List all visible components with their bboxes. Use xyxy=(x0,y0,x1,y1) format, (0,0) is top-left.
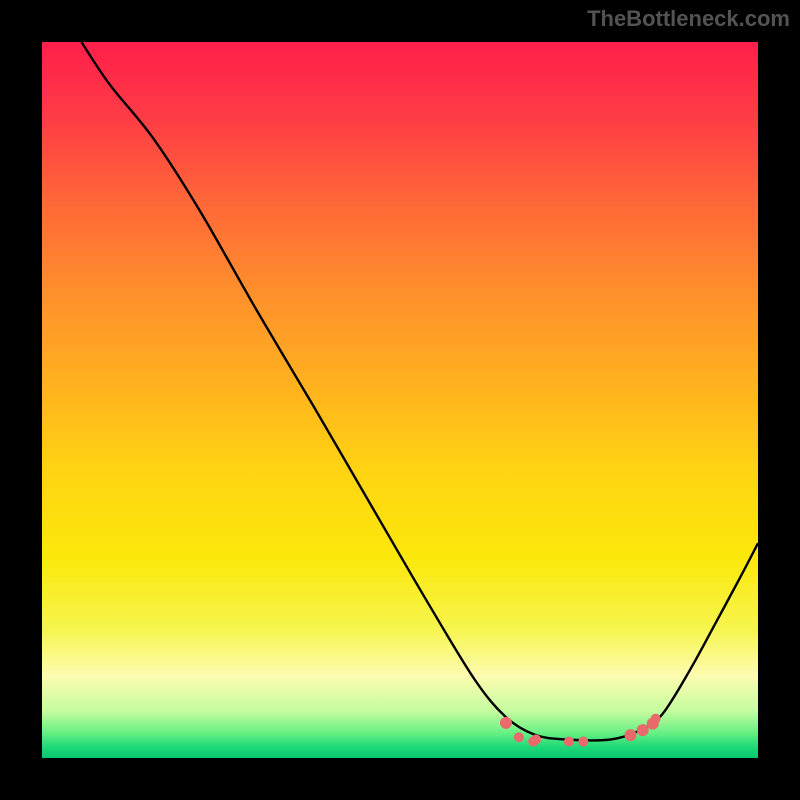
marker-dot xyxy=(500,717,512,729)
marker-dot xyxy=(625,729,637,741)
marker-dot xyxy=(637,724,649,736)
gradient-background xyxy=(42,42,758,758)
chart-container: TheBottleneck.com xyxy=(0,0,800,800)
marker-dot xyxy=(531,734,541,744)
marker-dot xyxy=(564,737,574,747)
marker-dot xyxy=(651,714,661,724)
plot-area xyxy=(42,42,758,758)
marker-dot xyxy=(578,737,588,747)
gradient-chart-svg xyxy=(42,42,758,758)
marker-dot xyxy=(514,732,524,742)
watermark-text: TheBottleneck.com xyxy=(587,6,790,32)
